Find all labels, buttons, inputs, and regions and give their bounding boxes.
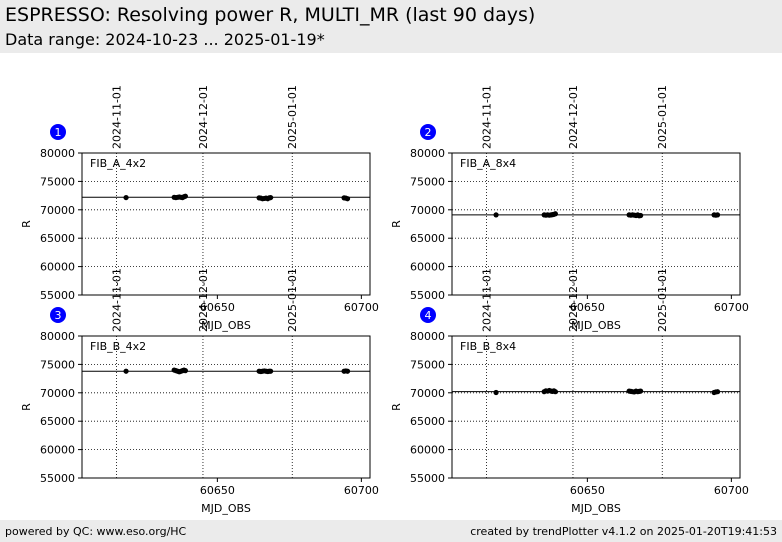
date-marker-label: 2024-11-01 xyxy=(481,85,494,149)
data-point xyxy=(714,212,721,218)
date-marker-label: 2024-11-01 xyxy=(111,85,124,149)
x-tick-label: 60700 xyxy=(344,301,379,314)
x-tick-label: 60650 xyxy=(200,484,235,497)
data-point xyxy=(344,368,351,374)
x-tick-label: 60700 xyxy=(714,484,749,497)
y-axis-label: R xyxy=(20,403,33,411)
data-point xyxy=(493,212,499,218)
data-point xyxy=(123,368,129,374)
panel-label: FIB_A_8x4 xyxy=(460,157,516,170)
y-tick-label: 80000 xyxy=(410,147,445,160)
x-axis-label: MJD_OBS xyxy=(201,319,251,332)
y-tick-label: 60000 xyxy=(410,444,445,457)
date-marker-label: 2024-11-01 xyxy=(481,268,494,332)
y-tick-label: 70000 xyxy=(40,204,75,217)
date-marker-label: 2024-12-01 xyxy=(197,85,210,149)
date-marker-label: 2024-12-01 xyxy=(197,268,210,332)
panel-number-badge xyxy=(50,124,66,140)
y-tick-label: 60000 xyxy=(40,261,75,274)
data-point xyxy=(714,389,721,395)
y-axis-label: R xyxy=(390,220,403,228)
x-tick-label: 60650 xyxy=(570,301,605,314)
panel-number-label: 2 xyxy=(425,126,432,139)
y-tick-label: 75000 xyxy=(40,358,75,371)
panel-number-badge xyxy=(420,307,436,323)
y-tick-label: 60000 xyxy=(410,261,445,274)
x-axis-label: MJD_OBS xyxy=(571,319,621,332)
y-tick-label: 65000 xyxy=(40,232,75,245)
footer-credit: powered by QC: www.eso.org/HC xyxy=(5,525,187,538)
data-point xyxy=(268,194,274,201)
x-tick-label: 60650 xyxy=(200,301,235,314)
x-axis-label: MJD_OBS xyxy=(201,502,251,515)
y-tick-label: 55000 xyxy=(40,472,75,485)
panel-number-label: 4 xyxy=(425,309,432,322)
date-marker-label: 2025-01-01 xyxy=(656,268,669,332)
y-tick-label: 70000 xyxy=(40,387,75,400)
y-tick-label: 75000 xyxy=(40,175,75,188)
y-tick-label: 55000 xyxy=(40,289,75,302)
data-point xyxy=(123,194,129,201)
panel-number-badge xyxy=(50,307,66,323)
y-tick-label: 60000 xyxy=(40,444,75,457)
panel-number-label: 3 xyxy=(55,309,62,322)
page-title: ESPRESSO: Resolving power R, MULTI_MR (l… xyxy=(5,4,536,26)
data-point xyxy=(638,388,644,394)
page-subtitle: Data range: 2024-10-23 ... 2025-01-19* xyxy=(5,30,325,49)
data-point xyxy=(268,368,274,374)
y-tick-label: 70000 xyxy=(410,204,445,217)
data-point xyxy=(344,196,351,202)
date-marker-label: 2024-12-01 xyxy=(567,85,580,149)
footer-timestamp: created by trendPlotter v4.1.2 on 2025-0… xyxy=(470,525,777,538)
panel-number-label: 1 xyxy=(55,126,62,139)
data-point xyxy=(182,368,188,374)
y-tick-label: 65000 xyxy=(40,415,75,428)
y-tick-label: 75000 xyxy=(410,358,445,371)
date-marker-label: 2025-01-01 xyxy=(286,85,299,149)
chart-panel-3: 2024-11-01 2024-12-01 2025-01-01 55000 60000… xyxy=(20,268,379,515)
plot-frame xyxy=(451,152,741,296)
y-tick-label: 80000 xyxy=(40,330,75,343)
y-tick-label: 65000 xyxy=(410,415,445,428)
y-tick-label: 80000 xyxy=(40,147,75,160)
y-tick-label: 70000 xyxy=(410,387,445,400)
date-marker-label: 2025-01-01 xyxy=(286,268,299,332)
data-point xyxy=(638,212,644,219)
y-tick-label: 75000 xyxy=(410,175,445,188)
data-point xyxy=(493,389,499,396)
x-tick-label: 60700 xyxy=(714,301,749,314)
plot-frame xyxy=(81,152,371,296)
plot-frame xyxy=(451,335,741,479)
y-tick-label: 65000 xyxy=(410,232,445,245)
x-axis-label: MJD_OBS xyxy=(571,502,621,515)
panel-label: FIB_B_4x2 xyxy=(90,340,146,353)
y-tick-label: 55000 xyxy=(410,289,445,302)
header-band xyxy=(0,0,782,53)
data-point xyxy=(552,211,558,217)
y-tick-label: 55000 xyxy=(410,472,445,485)
data-point xyxy=(552,389,558,395)
data-point xyxy=(182,193,188,199)
x-tick-label: 60650 xyxy=(570,484,605,497)
chart-panel-4: 2024-11-01 2024-12-01 2025-01-01 55000 60000… xyxy=(390,268,749,515)
footer-band xyxy=(0,520,782,542)
panel-label: FIB_A_4x2 xyxy=(90,157,146,170)
date-marker-label: 2025-01-01 xyxy=(656,85,669,149)
chart-panel-1: 2024-11-01 2024-12-01 2025-01-01 55000 60000… xyxy=(20,85,379,332)
y-tick-label: 80000 xyxy=(410,330,445,343)
y-axis-label: R xyxy=(20,220,33,228)
date-marker-label: 2024-12-01 xyxy=(567,268,580,332)
x-tick-label: 60700 xyxy=(344,484,379,497)
date-marker-label: 2024-11-01 xyxy=(111,268,124,332)
chart-panel-2: 2024-11-01 2024-12-01 2025-01-01 55000 60000… xyxy=(390,85,749,332)
panel-label: FIB_B_8x4 xyxy=(460,340,516,353)
panel-number-badge xyxy=(420,124,436,140)
y-axis-label: R xyxy=(390,403,403,411)
plot-frame xyxy=(81,335,371,479)
